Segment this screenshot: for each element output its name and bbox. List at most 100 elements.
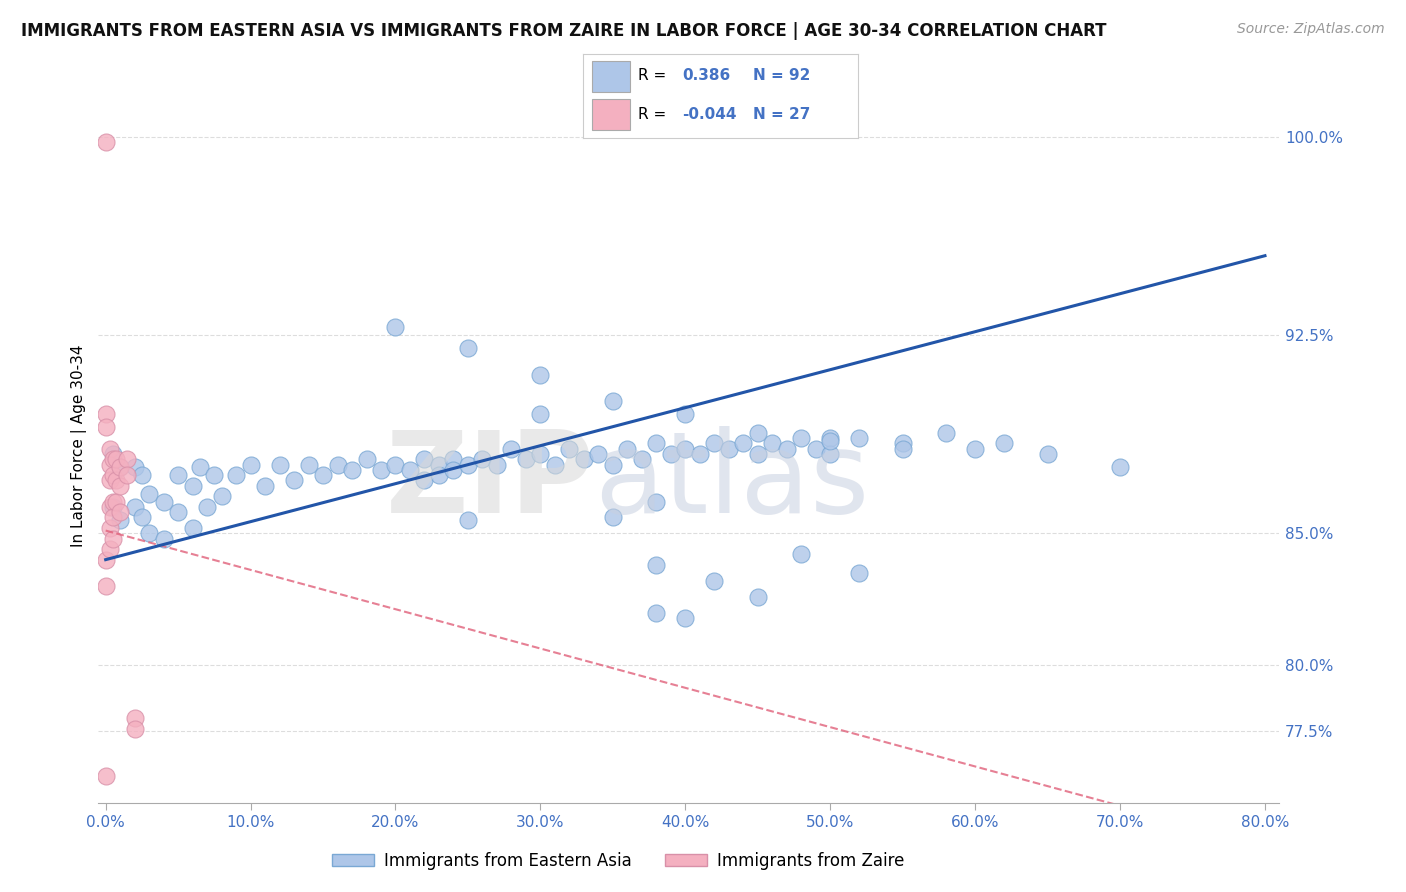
Text: atlas: atlas — [595, 426, 870, 537]
Point — [471, 452, 494, 467]
Point — [297, 458, 319, 472]
Point — [181, 478, 204, 492]
Point — [98, 442, 121, 456]
Point — [94, 420, 117, 434]
Text: ZIP: ZIP — [387, 426, 595, 537]
Bar — [592, 62, 630, 92]
Point — [108, 460, 131, 475]
Point — [101, 452, 124, 467]
Point — [443, 452, 465, 467]
Y-axis label: In Labor Force | Age 30-34: In Labor Force | Age 30-34 — [72, 344, 87, 548]
Point — [413, 452, 436, 467]
Point — [152, 532, 174, 546]
Point — [94, 407, 117, 421]
Point — [239, 458, 262, 472]
Point — [181, 521, 204, 535]
Point — [98, 500, 121, 514]
Point — [673, 611, 696, 625]
Point — [94, 552, 117, 566]
Point — [225, 468, 247, 483]
Point — [254, 478, 277, 492]
Point — [104, 474, 127, 488]
Point — [101, 532, 124, 546]
Point — [104, 494, 127, 508]
Text: 0.386: 0.386 — [682, 69, 731, 84]
Point — [790, 547, 813, 561]
Point — [108, 460, 131, 475]
Point — [558, 442, 581, 456]
Point — [131, 468, 153, 483]
Point — [616, 442, 638, 456]
Point — [384, 320, 406, 334]
Point — [98, 474, 121, 488]
Point — [124, 460, 146, 475]
Point — [98, 458, 121, 472]
Point — [101, 494, 124, 508]
Point — [602, 458, 624, 472]
Point — [645, 558, 668, 572]
Point — [195, 500, 218, 514]
Point — [818, 447, 841, 461]
Point — [703, 574, 725, 588]
Point — [108, 478, 131, 492]
Point — [167, 468, 190, 483]
Point — [427, 468, 450, 483]
Point — [94, 579, 117, 593]
Point — [98, 521, 121, 535]
Point — [124, 711, 146, 725]
Point — [544, 458, 567, 472]
Point — [413, 474, 436, 488]
Point — [108, 505, 131, 519]
Point — [457, 513, 479, 527]
Point — [703, 436, 725, 450]
Point — [98, 542, 121, 557]
Point — [747, 590, 769, 604]
Text: IMMIGRANTS FROM EASTERN ASIA VS IMMIGRANTS FROM ZAIRE IN LABOR FORCE | AGE 30-34: IMMIGRANTS FROM EASTERN ASIA VS IMMIGRAN… — [21, 22, 1107, 40]
Point — [283, 474, 305, 488]
Point — [124, 500, 146, 514]
Point — [94, 135, 117, 149]
Point — [384, 458, 406, 472]
Text: R =: R = — [638, 69, 672, 84]
Point — [515, 452, 537, 467]
Point — [202, 468, 225, 483]
Point — [747, 447, 769, 461]
Point — [124, 722, 146, 736]
Point — [645, 606, 668, 620]
Point — [443, 463, 465, 477]
Point — [965, 442, 987, 456]
Text: Source: ZipAtlas.com: Source: ZipAtlas.com — [1237, 22, 1385, 37]
Point — [631, 452, 654, 467]
Point — [602, 394, 624, 409]
Point — [101, 500, 124, 514]
Text: -0.044: -0.044 — [682, 107, 737, 121]
Point — [101, 468, 124, 483]
Point — [1109, 460, 1132, 475]
Point — [529, 368, 551, 382]
Point — [776, 442, 799, 456]
Point — [891, 442, 914, 456]
Point — [790, 431, 813, 445]
Point — [269, 458, 291, 472]
Point — [188, 460, 211, 475]
Point — [645, 494, 668, 508]
Text: R =: R = — [638, 107, 672, 121]
Point — [427, 458, 450, 472]
Point — [588, 447, 610, 461]
Point — [356, 452, 378, 467]
Point — [101, 510, 124, 524]
Point — [659, 447, 682, 461]
Point — [108, 513, 131, 527]
Point — [104, 452, 127, 467]
Point — [101, 447, 124, 461]
Point — [645, 436, 668, 450]
Point — [1036, 447, 1059, 461]
Point — [529, 447, 551, 461]
Point — [501, 442, 523, 456]
Point — [152, 494, 174, 508]
Point — [326, 458, 349, 472]
Point — [761, 436, 783, 450]
Point — [399, 463, 422, 477]
Point — [529, 407, 551, 421]
Point — [804, 442, 827, 456]
